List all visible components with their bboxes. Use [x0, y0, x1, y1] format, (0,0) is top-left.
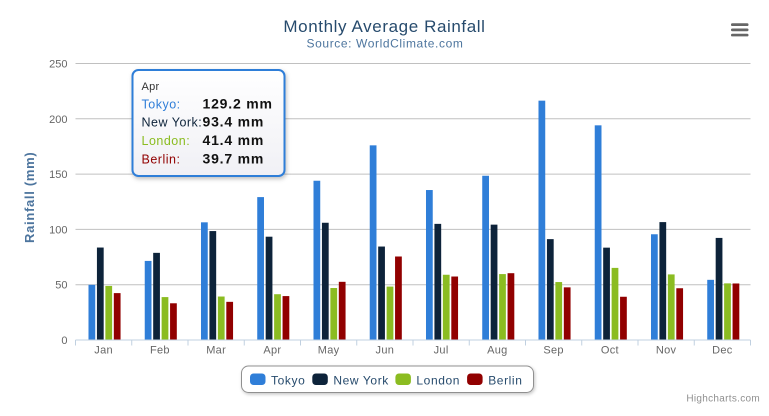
svg-text:100: 100	[49, 224, 67, 236]
svg-text:New York:: New York:	[142, 116, 203, 130]
svg-text:Jul: Jul	[434, 345, 449, 357]
svg-text:Aug: Aug	[487, 345, 507, 357]
svg-text:Monthly Average Rainfall: Monthly Average Rainfall	[283, 17, 485, 36]
svg-text:200: 200	[49, 114, 67, 126]
svg-text:Nov: Nov	[656, 345, 677, 357]
svg-text:London: London	[416, 374, 460, 388]
svg-text:Tokyo:: Tokyo:	[142, 98, 181, 112]
svg-text:Jan: Jan	[94, 345, 113, 357]
svg-text:Rainfall (mm): Rainfall (mm)	[22, 152, 37, 243]
svg-text:Feb: Feb	[150, 345, 170, 357]
svg-text:Oct: Oct	[601, 345, 619, 357]
svg-text:Source: WorldClimate.com: Source: WorldClimate.com	[307, 37, 464, 51]
svg-text:250: 250	[49, 59, 67, 71]
svg-text:Berlin: Berlin	[488, 374, 522, 388]
svg-text:50: 50	[55, 280, 67, 292]
svg-text:0: 0	[61, 335, 67, 347]
svg-text:Dec: Dec	[712, 345, 733, 357]
svg-text:London:: London:	[142, 134, 191, 148]
svg-text:Apr: Apr	[263, 345, 281, 357]
svg-text:41.4 mm: 41.4 mm	[203, 132, 265, 148]
svg-text:Tokyo: Tokyo	[271, 374, 305, 388]
svg-text:Mar: Mar	[206, 345, 226, 357]
svg-text:93.4 mm: 93.4 mm	[203, 114, 265, 130]
svg-text:Sep: Sep	[543, 345, 563, 357]
svg-text:Highcharts.com: Highcharts.com	[686, 394, 760, 405]
svg-text:129.2 mm: 129.2 mm	[203, 96, 273, 112]
svg-text:Apr: Apr	[142, 81, 160, 93]
svg-text:Jun: Jun	[376, 345, 395, 357]
svg-text:39.7 mm: 39.7 mm	[203, 151, 265, 167]
svg-text:May: May	[318, 345, 340, 357]
svg-text:New York: New York	[333, 374, 389, 388]
svg-text:Berlin:: Berlin:	[142, 153, 181, 167]
svg-text:150: 150	[49, 169, 67, 181]
